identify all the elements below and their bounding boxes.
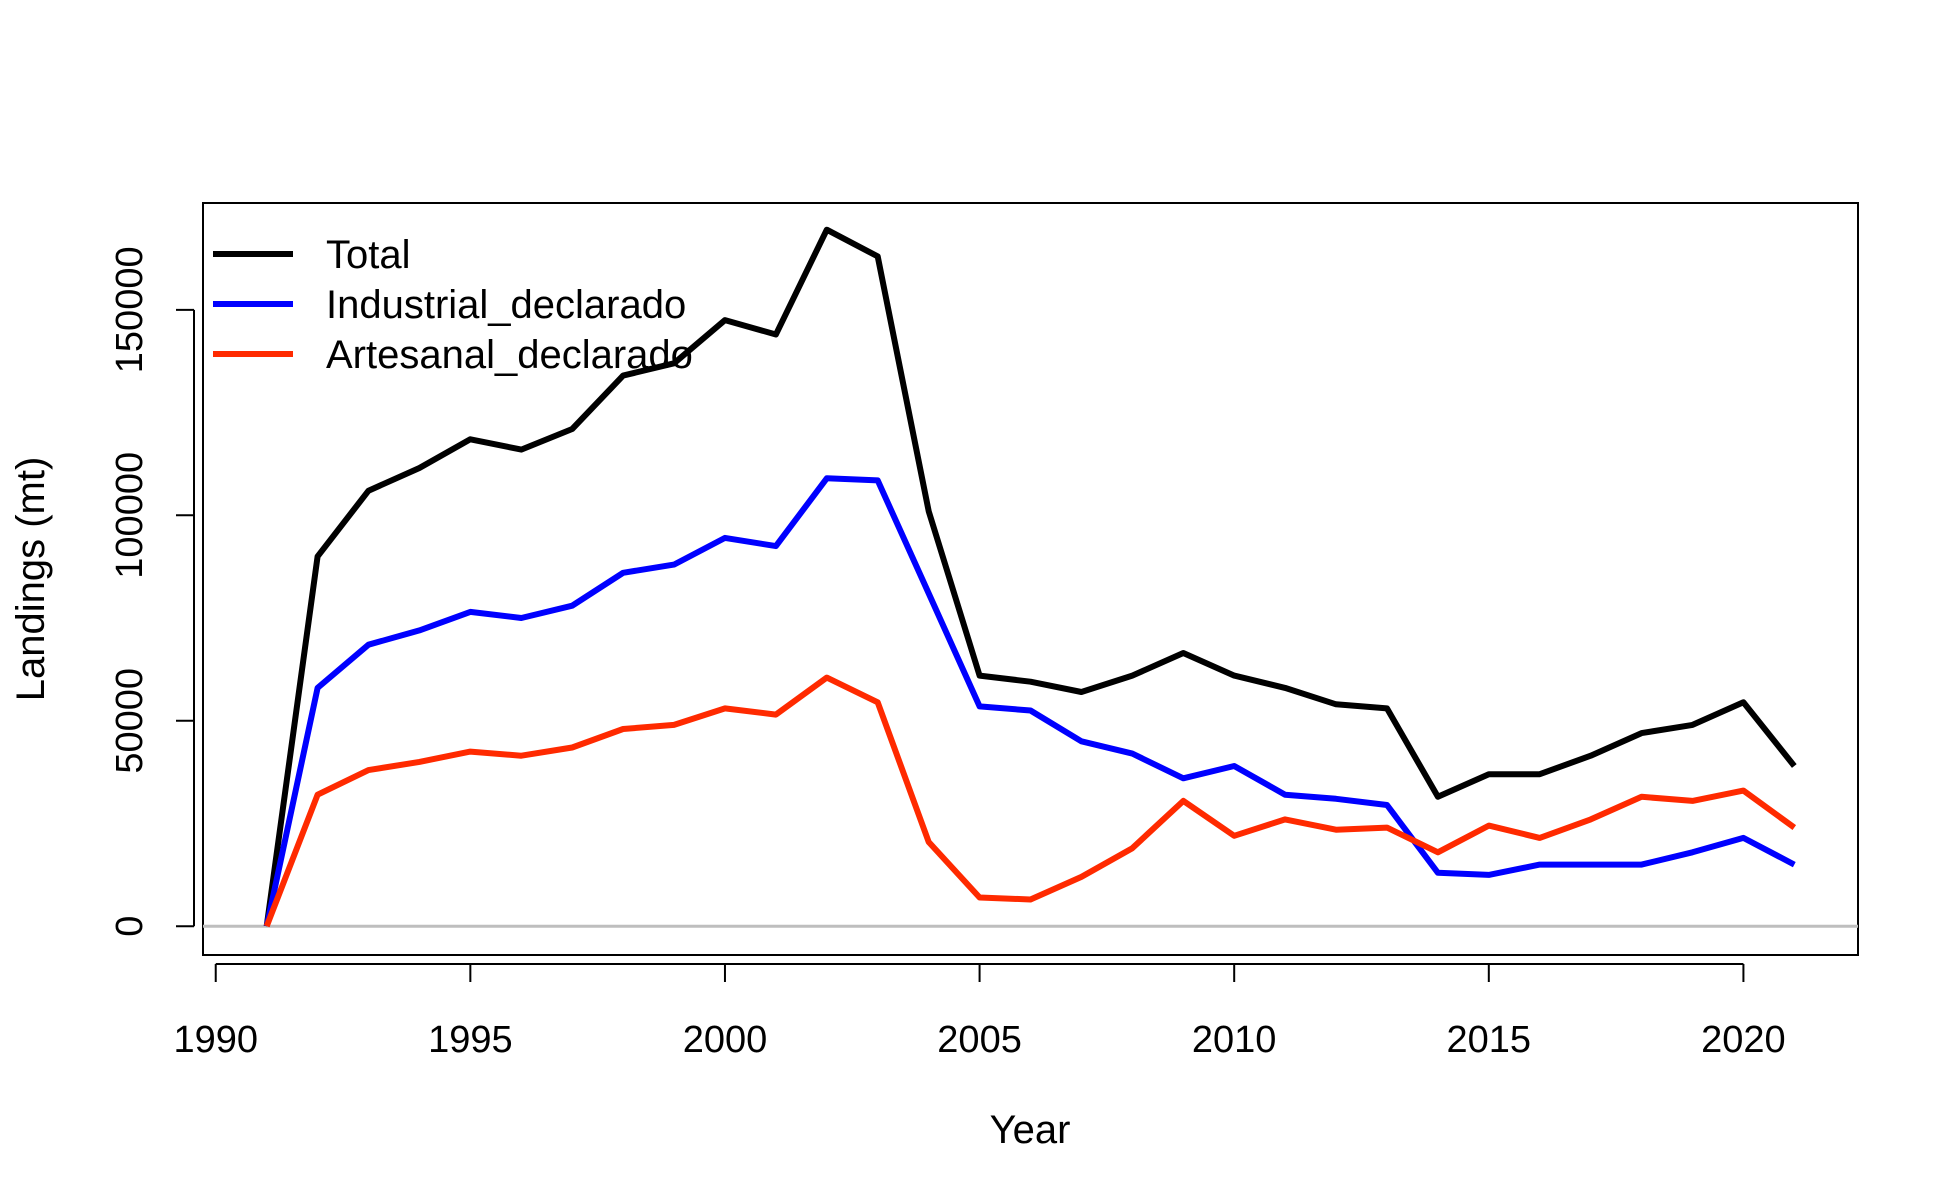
legend-label-1: Industrial_declarado	[326, 283, 686, 327]
x-tick-label: 1995	[428, 1019, 513, 1061]
y-tick-label: 0	[109, 916, 151, 937]
legend-label-0: Total	[326, 233, 411, 277]
series-line-2	[267, 678, 1795, 927]
y-tick-label: 100000	[109, 452, 151, 579]
legend: Total Industrial_declarado Artesanal_decla…	[213, 233, 693, 377]
x-axis-title: Year	[990, 1108, 1071, 1152]
y-axis-title: Landings (mt)	[9, 457, 53, 702]
series-line-1	[267, 478, 1795, 926]
x-tick-label: 2015	[1447, 1019, 1532, 1061]
y-tick-label: 150000	[109, 246, 151, 373]
y-tick-label: 50000	[109, 668, 151, 774]
legend-label-2: Artesanal_declarado	[326, 333, 693, 377]
x-tick-label: 1990	[173, 1019, 258, 1061]
x-tick-label: 2020	[1701, 1019, 1786, 1061]
x-axis: 1990 1995 2000 2005 2010 2015 2020	[173, 964, 1785, 1061]
x-tick-label: 2000	[683, 1019, 768, 1061]
x-tick-label: 2010	[1192, 1019, 1277, 1061]
x-tick-label: 2005	[937, 1019, 1022, 1061]
y-axis: 0 50000 100000 150000	[109, 246, 194, 936]
